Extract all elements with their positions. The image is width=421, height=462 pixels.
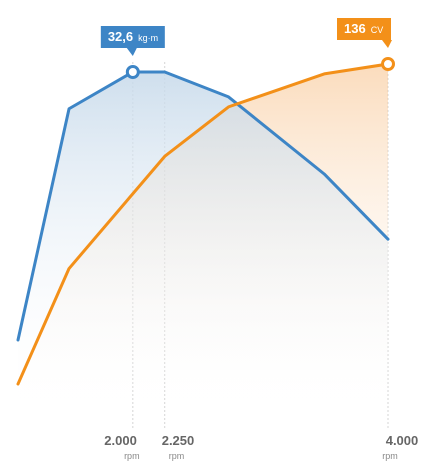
- torque-peak-flag: 32,6 kg·m: [100, 26, 165, 56]
- torque-peak-label: 32,6 kg·m: [108, 29, 158, 44]
- x-tick-label-2.000: 2.000: [104, 433, 137, 448]
- power-peak-flag: 136 CV: [337, 18, 392, 48]
- x-tick-unit-2.250: rpm: [169, 451, 185, 461]
- x-tick-unit-2.000: rpm: [124, 451, 140, 461]
- torque-area: [18, 72, 388, 412]
- series-areas: [18, 64, 388, 412]
- x-tick-label-2.250: 2.250: [162, 433, 195, 448]
- power-peak-label: 136 CV: [344, 21, 383, 36]
- torque-peak-marker: [125, 65, 140, 79]
- series-lines: [16, 62, 390, 386]
- power-flag-box: [337, 18, 391, 40]
- torque-flag-box: [100, 26, 165, 48]
- power-flag-pointer: [382, 40, 392, 48]
- torque-peak-unit: kg·m: [138, 33, 158, 43]
- power-peak-value: 136: [344, 21, 366, 36]
- x-tick-label-4.000: 4.000: [386, 433, 419, 448]
- torque-line: [16, 70, 390, 342]
- power-peak-unit: CV: [371, 25, 384, 35]
- torque-peak-value: 32,6: [108, 29, 133, 44]
- peak-markers: [125, 57, 395, 79]
- torque-flag-pointer: [126, 48, 137, 56]
- x-tick-unit-4.000: rpm: [382, 451, 398, 461]
- x-axis-ticks: 2.000 rpm 2.250 rpm 4.000 rpm: [104, 433, 418, 461]
- power-line: [16, 62, 390, 386]
- peak-flags: 32,6 kg·m 136 CV: [100, 18, 392, 56]
- power-peak-marker: [381, 57, 395, 71]
